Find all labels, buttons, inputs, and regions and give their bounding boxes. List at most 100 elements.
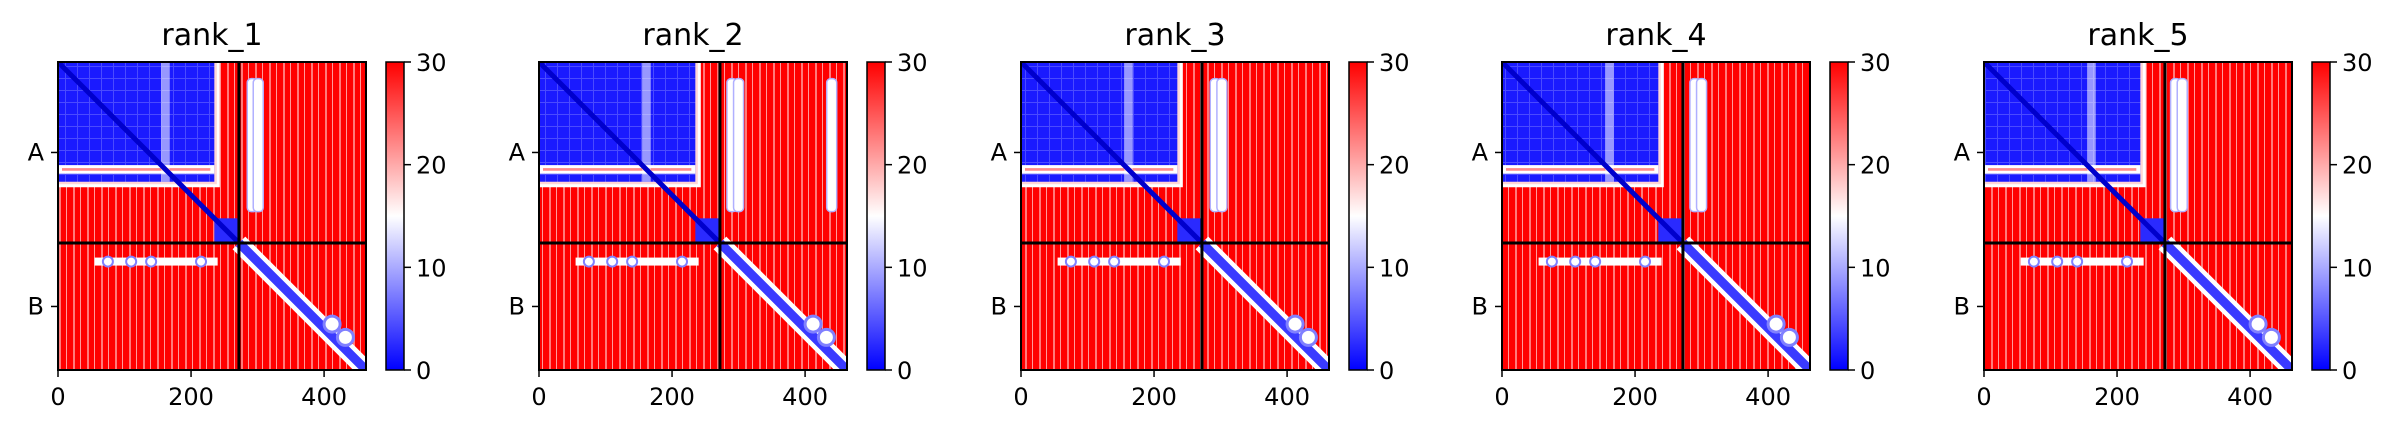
plot-frame — [538, 61, 848, 371]
panel-title: rank_3 — [1124, 18, 1225, 53]
interface-point-3 — [1589, 255, 1602, 268]
loop-column — [1124, 62, 1133, 182]
chain-a-diagonal — [1502, 62, 1685, 245]
interface-point-4 — [195, 255, 208, 268]
y-tick-label: B — [1954, 292, 1970, 320]
diagonal-blob-2 — [816, 327, 836, 347]
heatmap — [1021, 62, 1329, 370]
colorbar-tick-label: 0 — [1379, 357, 1394, 385]
interface-column-2 — [1216, 77, 1228, 213]
interface-point-1 — [2027, 255, 2040, 268]
pae-panel-1: rank_1 A B 0 200 400 0 10 20 30 — [28, 18, 447, 411]
y-tick-label: A — [1472, 138, 1489, 166]
y-tick-label: B — [28, 292, 44, 320]
colorbar-tick-label: 30 — [1379, 49, 1410, 77]
diagonal-blob-2 — [2261, 327, 2281, 347]
chain-a-diagonal — [1984, 62, 2167, 245]
interface-point-4 — [1158, 255, 1171, 268]
plot-frame — [1020, 61, 1330, 371]
x-tick-label: 200 — [1612, 383, 1658, 411]
colorbar-tick-label: 0 — [897, 357, 912, 385]
interface-column-3 — [825, 77, 838, 213]
x-tick-label: 400 — [782, 383, 828, 411]
chain-a-block — [1502, 62, 1659, 182]
loop-stripe-core — [1988, 168, 2137, 171]
colorbar-tick-label: 0 — [2342, 357, 2357, 385]
plot-frame — [1501, 61, 1811, 371]
loop-column — [1605, 62, 1614, 182]
colorbar-tick-label: 30 — [897, 49, 928, 77]
chain-b-diagonal — [2161, 239, 2292, 370]
colorbar-tick-label: 10 — [1379, 254, 1410, 282]
loop-stripe-core — [62, 168, 211, 171]
pae-panel-4: rank_4 A B 0 200 400 0 10 20 30 — [1472, 18, 1891, 411]
interface-point-4 — [676, 255, 689, 268]
y-tick-label: A — [1954, 138, 1971, 166]
plot-frame — [57, 61, 367, 371]
interface-column-2 — [732, 77, 745, 213]
interface-point-3 — [145, 255, 158, 268]
colorbar-tick-label: 0 — [416, 357, 431, 385]
x-tick-label: 200 — [649, 383, 695, 411]
interface-column-2 — [2176, 77, 2188, 213]
colorbar-tick-label: 20 — [1379, 152, 1410, 180]
diagonal-blob-2 — [335, 327, 355, 347]
x-tick-label: 0 — [531, 383, 546, 411]
interface-point-2 — [2051, 255, 2064, 268]
loop-stripe-core — [1025, 168, 1174, 171]
chain-a-block — [58, 62, 215, 182]
loop-column — [2087, 62, 2096, 182]
x-tick-label: 200 — [1131, 383, 1177, 411]
x-tick-label: 0 — [1013, 383, 1028, 411]
interface-point-4 — [2121, 255, 2134, 268]
heatmap — [1502, 62, 1810, 370]
x-tick-label: 400 — [301, 383, 347, 411]
interface-point-3 — [1108, 255, 1121, 268]
interface-column-2 — [1695, 77, 1708, 213]
chain-b-diagonal — [716, 239, 847, 370]
diagonal-blob-1 — [1285, 314, 1305, 334]
panel-title: rank_2 — [642, 18, 743, 53]
interface-point-4 — [1639, 255, 1652, 268]
heatmap — [58, 62, 366, 370]
diagonal-blob-2 — [1779, 327, 1799, 347]
x-tick-label: 0 — [1976, 383, 1991, 411]
chain-a-block — [539, 62, 696, 182]
chain-a-block — [1021, 62, 1178, 182]
chain-a-diagonal — [1021, 62, 1204, 245]
y-tick-label: B — [509, 292, 525, 320]
chain-a-block — [1984, 62, 2141, 182]
y-tick-label: A — [991, 138, 1008, 166]
loop-stripe-core — [543, 168, 692, 171]
colorbar-tick-label: 20 — [416, 152, 447, 180]
colorbar-tick-label: 30 — [1860, 49, 1891, 77]
interface-point-1 — [101, 255, 114, 268]
colorbar — [1829, 61, 1849, 371]
pae-panel-3: rank_3 A B 0 200 400 0 10 20 30 — [991, 18, 1410, 411]
panel-title: rank_5 — [2087, 18, 2188, 53]
x-tick-label: 200 — [168, 383, 214, 411]
colorbar-tick-label: 0 — [1860, 357, 1875, 385]
colorbar-tick-label: 10 — [1860, 254, 1891, 282]
colorbar-tick-label: 30 — [2342, 49, 2373, 77]
colorbar-tick-label: 10 — [897, 254, 928, 282]
colorbar-tick-label: 10 — [416, 254, 447, 282]
colorbar-tick-label: 10 — [2342, 254, 2373, 282]
loop-column — [642, 62, 651, 182]
chain-b-diagonal — [1198, 239, 1329, 370]
pae-panel-2: rank_2 A B 0 200 400 0 10 20 30 — [509, 18, 928, 411]
panel-title: rank_4 — [1605, 18, 1706, 53]
interface-point-1 — [1545, 255, 1558, 268]
x-tick-label: 0 — [50, 383, 65, 411]
interface-point-2 — [125, 255, 138, 268]
interface-point-3 — [2071, 255, 2084, 268]
chain-b-diagonal — [235, 239, 366, 370]
diagonal-blob-1 — [2248, 314, 2268, 334]
y-tick-label: B — [991, 292, 1007, 320]
x-tick-label: 400 — [1745, 383, 1791, 411]
y-tick-label: B — [1472, 292, 1488, 320]
interface-point-2 — [606, 255, 619, 268]
interface-point-1 — [1064, 255, 1077, 268]
diagonal-blob-1 — [1766, 314, 1786, 334]
